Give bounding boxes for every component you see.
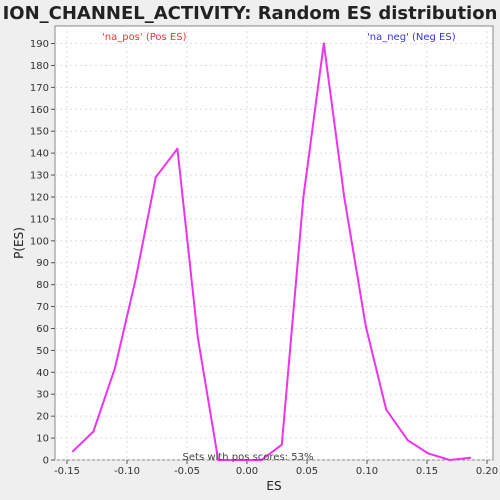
x-tick-label: 0.00 [236, 466, 258, 477]
y-tick-label: 160 [30, 105, 49, 116]
x-tick-label: 0.20 [476, 466, 498, 477]
y-tick-label: 10 [36, 434, 49, 445]
data-point [260, 459, 263, 461]
y-tick-label: 80 [36, 280, 49, 291]
data-point [469, 456, 472, 459]
data-point [134, 279, 137, 282]
series-line [72, 42, 471, 461]
series-layer [72, 42, 472, 461]
data-point [280, 443, 283, 446]
y-tick-label: 110 [30, 214, 49, 225]
data-point [302, 195, 305, 198]
data-point [322, 42, 325, 45]
x-tick-label: -0.10 [114, 466, 140, 477]
y-tick-label: 120 [30, 192, 49, 203]
chart-title: ION_CHANNEL_ACTIVITY: Random ES distribu… [3, 3, 498, 24]
x-axis-label: ES [266, 479, 281, 493]
x-tick-label: 0.15 [416, 466, 438, 477]
data-point [176, 147, 179, 150]
y-tick-label: 140 [30, 149, 49, 160]
x-tick-label: 0.05 [296, 466, 318, 477]
y-tick-label: 150 [30, 127, 49, 138]
data-point [217, 459, 220, 461]
y-axis-label: P(ES) [12, 227, 26, 259]
x-tick-label: -0.15 [54, 466, 80, 477]
data-point [406, 439, 409, 442]
data-point [448, 459, 451, 461]
y-tick-label: 70 [36, 302, 49, 313]
y-tick-label: 40 [36, 368, 49, 379]
y-tick-label: 100 [30, 236, 49, 247]
x-tick-label: 0.10 [356, 466, 378, 477]
y-tick-label: 130 [30, 171, 49, 182]
data-point [385, 408, 388, 411]
data-point [92, 430, 95, 433]
data-point [427, 452, 430, 455]
y-tick-label: 190 [30, 39, 49, 50]
y-tick-label: 180 [30, 61, 49, 72]
x-axis: -0.15 -0.10 -0.05 0.00 0.05 0.10 0.15 0.20 [54, 460, 498, 477]
y-axis: 0 10 20 30 40 50 60 70 80 90 100 110 120 130 140 150 160… [30, 39, 55, 467]
y-tick-label: 90 [36, 258, 49, 269]
data-point [154, 176, 157, 179]
y-tick-label: 30 [36, 390, 49, 401]
y-tick-label: 170 [30, 83, 49, 94]
data-point [196, 336, 199, 339]
y-tick-label: 50 [36, 346, 49, 357]
y-tick-label: 0 [43, 456, 49, 467]
neg-es-label: 'na_neg' (Neg ES) [367, 32, 456, 43]
data-point [237, 459, 240, 461]
plot-area [54, 25, 494, 461]
pos-es-label: 'na_pos' (Pos ES) [102, 32, 187, 43]
x-tick-label: -0.05 [174, 466, 200, 477]
data-point [364, 325, 367, 328]
data-point [72, 450, 74, 453]
y-tick-label: 20 [36, 412, 49, 423]
y-tick-label: 60 [36, 324, 49, 335]
pos-scores-footer: Sets with pos scores: 53% [183, 452, 314, 463]
data-point [114, 366, 116, 369]
data-point [343, 195, 346, 198]
